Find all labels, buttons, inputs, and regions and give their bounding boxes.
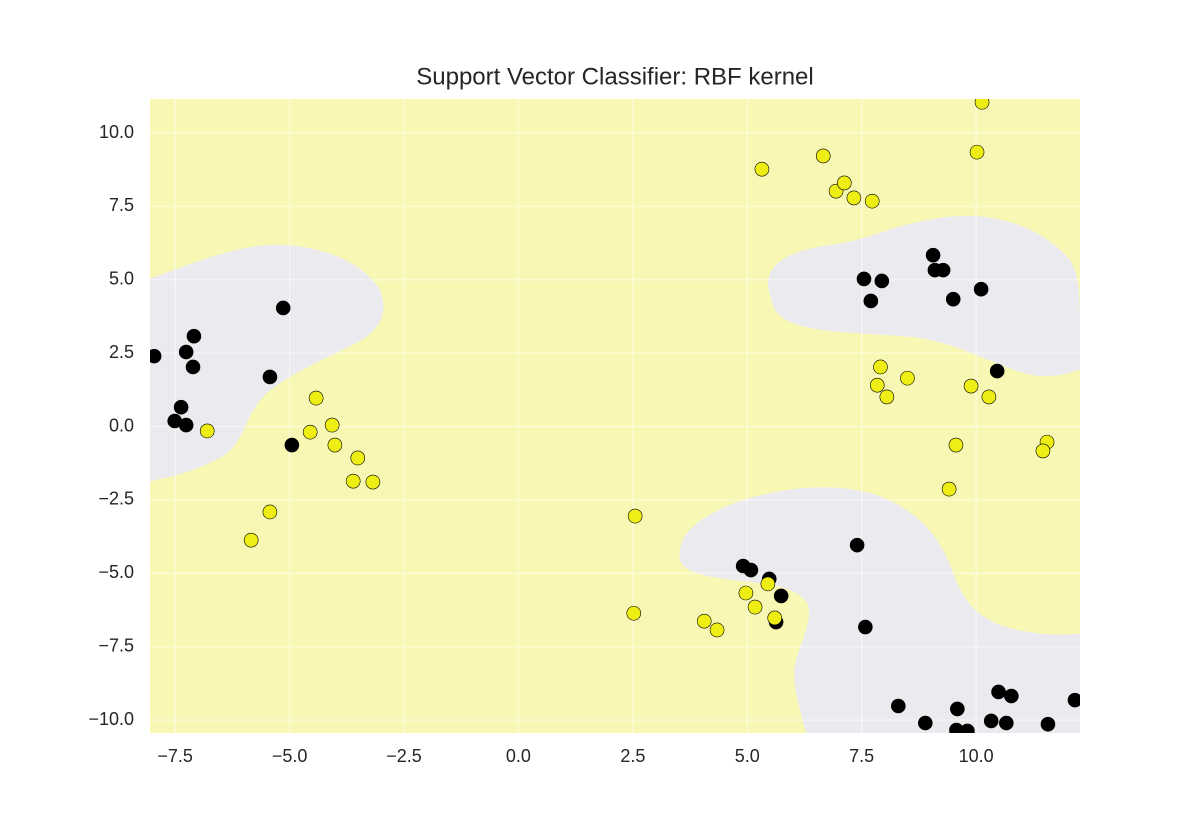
- point: [1067, 692, 1080, 708]
- point: [185, 359, 201, 375]
- point: [874, 273, 890, 289]
- point: [626, 605, 642, 621]
- point: [243, 532, 259, 548]
- point: [941, 481, 957, 497]
- point: [918, 715, 933, 731]
- point: [879, 389, 895, 405]
- point: [308, 390, 324, 406]
- point: [891, 698, 906, 714]
- decision-region: [679, 487, 1080, 733]
- y-tick-label: 2.5: [109, 342, 134, 362]
- point: [754, 161, 770, 177]
- decision-regions: [150, 215, 1080, 733]
- point: [900, 370, 915, 386]
- point: [981, 389, 997, 405]
- point: [178, 417, 194, 433]
- x-tick-label: −2.5: [386, 746, 422, 766]
- point: [991, 684, 1006, 700]
- y-tick-label: 7.5: [109, 195, 134, 215]
- point: [925, 247, 941, 263]
- point: [1035, 443, 1051, 459]
- point: [950, 701, 965, 717]
- point: [350, 450, 366, 466]
- point: [856, 271, 872, 287]
- x-tick-label: −5.0: [272, 746, 308, 766]
- point: [275, 300, 291, 316]
- point: [324, 417, 340, 433]
- point: [743, 562, 759, 578]
- point: [948, 437, 964, 453]
- point: [178, 344, 194, 360]
- x-tick-label: −7.5: [157, 746, 193, 766]
- point: [983, 713, 999, 729]
- point: [262, 504, 278, 520]
- point: [935, 262, 951, 278]
- point: [869, 377, 885, 393]
- point: [738, 585, 754, 601]
- point: [960, 723, 975, 733]
- point: [1004, 688, 1019, 704]
- point: [709, 622, 725, 638]
- point: [873, 359, 888, 375]
- y-tick-label: −7.5: [98, 635, 134, 655]
- point: [767, 610, 783, 626]
- point: [864, 193, 880, 209]
- y-tick-label: −2.5: [98, 489, 134, 509]
- point: [963, 378, 979, 394]
- point: [365, 474, 381, 490]
- point: [836, 175, 852, 191]
- decision-region: [768, 215, 1080, 377]
- point: [302, 424, 318, 440]
- point: [945, 291, 961, 307]
- point: [199, 423, 215, 439]
- y-tick-label: 10.0: [99, 122, 134, 142]
- point: [284, 437, 300, 453]
- point: [974, 99, 990, 110]
- point: [627, 508, 643, 524]
- point: [973, 281, 989, 297]
- point: [849, 537, 865, 553]
- point: [969, 144, 985, 160]
- point: [999, 715, 1014, 731]
- point: [760, 576, 776, 592]
- point: [846, 190, 862, 206]
- point: [345, 473, 361, 489]
- point: [858, 619, 873, 635]
- y-tick-label: −10.0: [88, 709, 134, 729]
- point: [696, 613, 712, 629]
- y-tick-label: 5.0: [109, 269, 134, 289]
- point: [747, 599, 763, 615]
- points: [150, 99, 1080, 733]
- point: [773, 588, 789, 604]
- y-tick-label: −5.0: [98, 562, 134, 582]
- x-tick-label: 10.0: [959, 746, 994, 766]
- point: [1040, 716, 1056, 732]
- point: [863, 293, 879, 309]
- x-tick-label: 7.5: [849, 746, 874, 766]
- point: [173, 399, 189, 415]
- point: [327, 437, 343, 453]
- point: [989, 363, 1005, 379]
- point: [815, 148, 831, 164]
- point: [186, 328, 202, 344]
- y-tick-label: 0.0: [109, 415, 134, 435]
- decision-region: [150, 244, 384, 482]
- x-tick-label: 5.0: [735, 746, 760, 766]
- point: [150, 348, 162, 364]
- x-tick-label: 0.0: [506, 746, 531, 766]
- x-tick-label: 2.5: [620, 746, 645, 766]
- chart-title: Support Vector Classifier: RBF kernel: [416, 63, 814, 90]
- point: [262, 369, 278, 385]
